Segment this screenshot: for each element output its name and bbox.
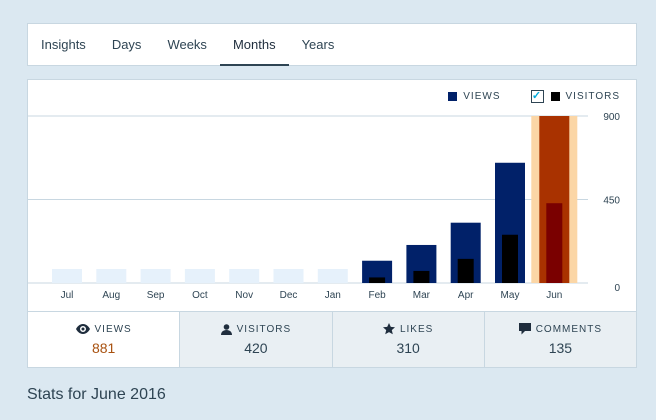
visitors-bar — [546, 203, 563, 283]
x-tick-label: Mar — [413, 290, 431, 301]
period-tabs: Insights Days Weeks Months Years — [27, 23, 637, 66]
y-tick-label: 450 — [603, 196, 620, 207]
y-tick-label: 0 — [614, 283, 620, 294]
empty-bar — [184, 269, 215, 283]
empty-bar — [317, 269, 348, 283]
empty-bar — [229, 269, 260, 283]
stats-summary: VIEWS 881 VISITORS 420 LIKES 310 COMMENT… — [28, 311, 636, 367]
bar-chart: 0 450 900 Jul Aug Sep Oct Nov Dec Jan Feb Mar Apr May… — [28, 112, 620, 301]
stat-visitors-label: VISITORS — [236, 323, 292, 335]
stats-period-caption: Stats for June 2016 — [27, 386, 166, 403]
stat-likes-label: LIKES — [399, 323, 434, 335]
tab-days[interactable]: Days — [111, 37, 142, 52]
comment-icon — [518, 323, 531, 335]
empty-bar — [273, 269, 304, 283]
x-tick-label: Sep — [147, 290, 165, 301]
visitors-bar — [413, 270, 430, 283]
legend-visitors-label: VISITORS — [565, 91, 620, 102]
visitors-swatch — [550, 92, 560, 101]
chart-legend: VIEWS ✓ VISITORS — [418, 90, 620, 103]
x-tick-label: Dec — [280, 290, 298, 301]
stat-comments-value: 135 — [548, 340, 573, 356]
visitors-checkbox[interactable]: ✓ — [530, 90, 544, 103]
stat-comments[interactable]: COMMENTS 135 — [483, 312, 636, 367]
legend-visitors[interactable]: ✓ VISITORS — [530, 90, 621, 103]
tab-weeks[interactable]: Weeks — [167, 37, 207, 52]
tab-months[interactable]: Months — [219, 24, 289, 66]
stats-panel: 0 450 900 Jul Aug Sep Oct Nov Dec Jan Feb Mar Apr May… — [27, 79, 637, 368]
x-tick-label: Jan — [325, 290, 341, 301]
star-icon — [382, 323, 395, 335]
stat-visitors[interactable]: VISITORS 420 — [179, 312, 332, 367]
x-tick-label: Oct — [192, 290, 208, 301]
empty-bar — [140, 269, 171, 283]
eye-icon — [75, 324, 90, 334]
y-tick-label: 900 — [603, 112, 620, 123]
person-icon — [220, 323, 232, 335]
x-tick-label: Apr — [458, 290, 474, 301]
x-tick-label: Jul — [61, 290, 74, 301]
visitors-bar — [502, 234, 518, 283]
stat-visitors-value: 420 — [244, 339, 268, 356]
legend-views: VIEWS — [448, 91, 500, 102]
legend-views-label: VIEWS — [463, 91, 501, 102]
views-swatch — [448, 92, 458, 101]
empty-bar — [52, 269, 82, 283]
empty-bar — [96, 269, 127, 283]
x-tick-label: Feb — [368, 290, 386, 301]
stat-views[interactable]: VIEWS 881 — [28, 312, 180, 367]
x-tick-label: Aug — [102, 290, 120, 301]
stat-likes[interactable]: LIKES 310 — [331, 312, 484, 367]
stat-comments-label: COMMENTS — [535, 323, 603, 335]
visitors-bar — [369, 277, 386, 283]
x-tick-label: May — [501, 290, 520, 301]
tab-insights[interactable]: Insights — [41, 37, 86, 52]
tab-years[interactable]: Years — [301, 37, 335, 52]
stat-likes-value: 310 — [396, 340, 420, 356]
x-tick-label: Nov — [235, 290, 253, 301]
visitors-bar — [457, 258, 474, 283]
stat-views-value: 881 — [91, 339, 116, 356]
stat-views-label: VIEWS — [94, 323, 132, 335]
x-tick-label: Jun — [546, 290, 562, 301]
